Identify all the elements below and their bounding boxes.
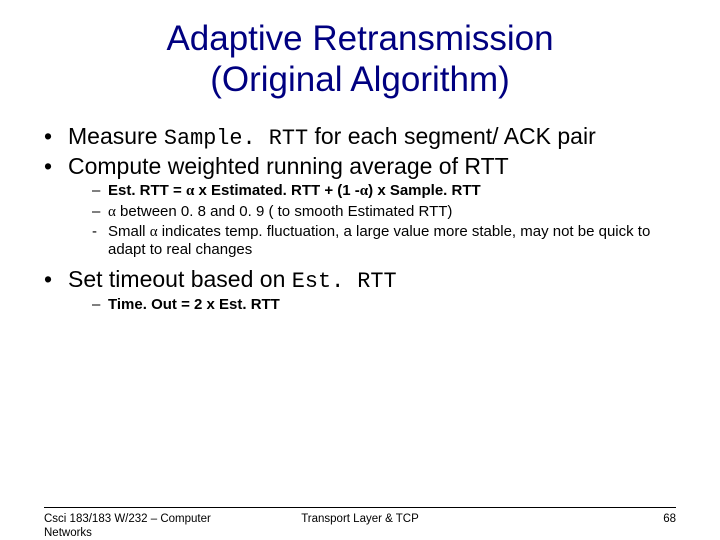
- sub-alpha-range-text: between 0. 8 and 0. 9 ( to smooth Estima…: [116, 203, 453, 220]
- footer-right: 68: [663, 512, 676, 526]
- bullet-measure: Measure Sample. RTT for each segment/ AC…: [44, 123, 676, 152]
- sub-est-pre: Est. RTT =: [108, 182, 186, 199]
- bullet-compute-text: Compute weighted running average of RTT: [68, 153, 509, 179]
- sub-est-mid: x Estimated. RTT + (1 -: [194, 182, 359, 199]
- sub-est-formula: Est. RTT = α x Estimated. RTT + (1 -α) x…: [92, 182, 676, 200]
- sub-est-post: ) x Sample. RTT: [368, 182, 481, 199]
- bullet-measure-pre: Measure: [68, 123, 164, 149]
- alpha-4: α: [150, 224, 158, 240]
- sub-small-pre: Small: [108, 223, 150, 240]
- sub-small-post: indicates temp. fluctuation, a large val…: [108, 223, 650, 258]
- sub-small-alpha: Small α indicates temp. fluctuation, a l…: [92, 223, 676, 260]
- alpha-2: α: [360, 183, 368, 199]
- bullet-set-timeout: Set timeout based on Est. RTT: [44, 266, 676, 295]
- bullet-set-mono: Est. RTT: [292, 269, 397, 294]
- bullet-measure-mono: Sample. RTT: [164, 126, 308, 151]
- alpha-3: α: [108, 204, 116, 220]
- bullet-measure-post: for each segment/ ACK pair: [308, 123, 596, 149]
- sub-alpha-range: α between 0. 8 and 0. 9 ( to smooth Esti…: [92, 203, 676, 221]
- sub-timeout-formula: Time. Out = 2 x Est. RTT: [92, 296, 676, 314]
- bullet-compute: Compute weighted running average of RTT: [44, 153, 676, 180]
- sub-timeout-text: Time. Out = 2 x Est. RTT: [108, 296, 280, 313]
- title-line-2: (Original Algorithm): [210, 60, 510, 99]
- bullet-set-pre: Set timeout based on: [68, 266, 292, 292]
- footer: Csci 183/183 W/232 – Computer Networks T…: [44, 507, 676, 512]
- page-title: Adaptive Retransmission (Original Algori…: [44, 18, 676, 101]
- title-line-1: Adaptive Retransmission: [166, 19, 553, 58]
- slide: Adaptive Retransmission (Original Algori…: [0, 0, 720, 540]
- footer-center: Transport Layer & TCP: [44, 512, 676, 526]
